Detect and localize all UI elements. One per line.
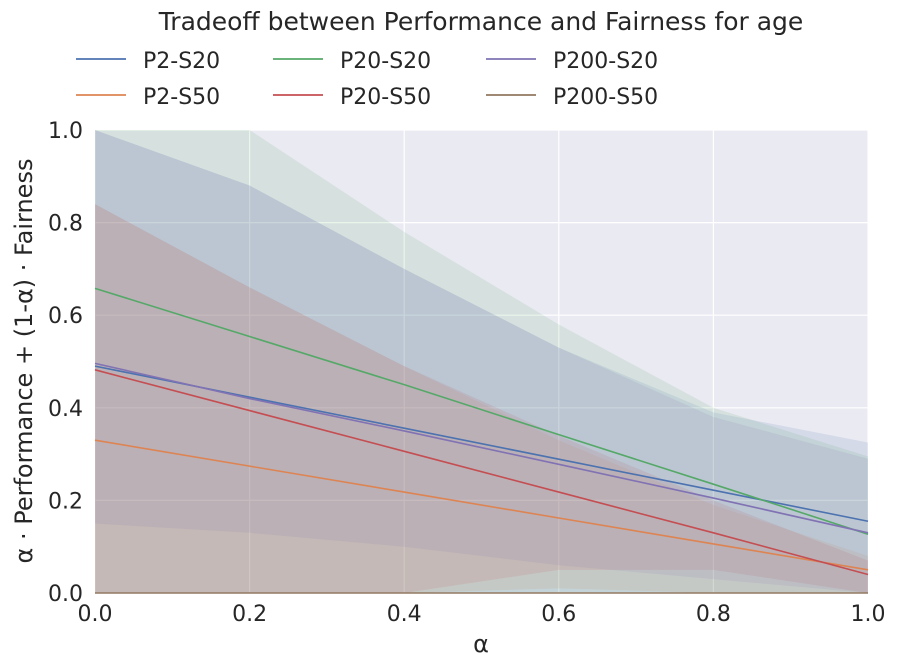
band-P2-S50 (95, 204, 868, 593)
legend-item-P200-S50: P200-S50 (486, 85, 658, 110)
band-P200-S20 (95, 130, 868, 593)
legend-item-P2-S50: P2-S50 (76, 85, 220, 110)
legend-label-P200-S20: P200-S20 (553, 49, 658, 74)
y-tick-label-1: 0.2 (48, 489, 83, 514)
legend-label-P20-S50: P20-S50 (340, 85, 431, 110)
x-tick-label-5: 1.0 (851, 602, 886, 627)
legend-label-P20-S20: P20-S20 (340, 49, 431, 74)
legend-item-P20-S50: P20-S50 (273, 85, 431, 110)
series-lines (94, 287, 869, 594)
x-tick-label-3: 0.6 (541, 602, 576, 627)
series-line-P200-S20 (94, 362, 869, 534)
chart-title: Tradeoff between Performance and Fairnes… (158, 7, 804, 36)
legend-item-P200-S20: P200-S20 (486, 49, 658, 74)
legend: P2-S20 P2-S50 P20-S20 P20-S50 P200-S20 P200-S… (76, 49, 658, 110)
band-P20-S20 (95, 130, 868, 593)
x-axis-label: α (473, 630, 489, 658)
series-line-P20-S20 (94, 287, 869, 535)
legend-label-P200-S50: P200-S50 (553, 85, 658, 110)
y-tick-label-0: 0.0 (48, 582, 83, 607)
x-tick-label-1: 0.2 (232, 602, 267, 627)
y-axis-label: α · Performance + (1-α) · Fairness (10, 159, 38, 564)
y-tick-label-2: 0.4 (48, 397, 83, 422)
band-P2-S20 (95, 130, 868, 593)
legend-item-P2-S20: P2-S20 (76, 49, 220, 74)
legend-label-P2-S20: P2-S20 (143, 49, 220, 74)
x-tick-label-0: 0.0 (78, 602, 113, 627)
plot-background (95, 130, 868, 593)
series-line-P2-S50 (94, 439, 869, 571)
band-P20-S50 (95, 204, 868, 593)
legend-item-P20-S20: P20-S20 (273, 49, 431, 74)
y-tick-label-4: 0.8 (48, 212, 83, 237)
confidence-bands (95, 130, 868, 593)
x-tick-label-4: 0.8 (696, 602, 731, 627)
grid-lines (94, 129, 869, 594)
series-line-P20-S50 (94, 369, 869, 576)
y-tick-label-3: 0.6 (48, 304, 83, 329)
x-axis-ticks: 0.0 0.2 0.4 0.6 0.8 1.0 (78, 602, 886, 627)
legend-label-P2-S50: P2-S50 (143, 85, 220, 110)
y-axis-ticks: 0.0 0.2 0.4 0.6 0.8 1.0 (48, 119, 83, 607)
y-tick-label-5: 1.0 (48, 119, 83, 144)
x-tick-label-2: 0.4 (387, 602, 422, 627)
